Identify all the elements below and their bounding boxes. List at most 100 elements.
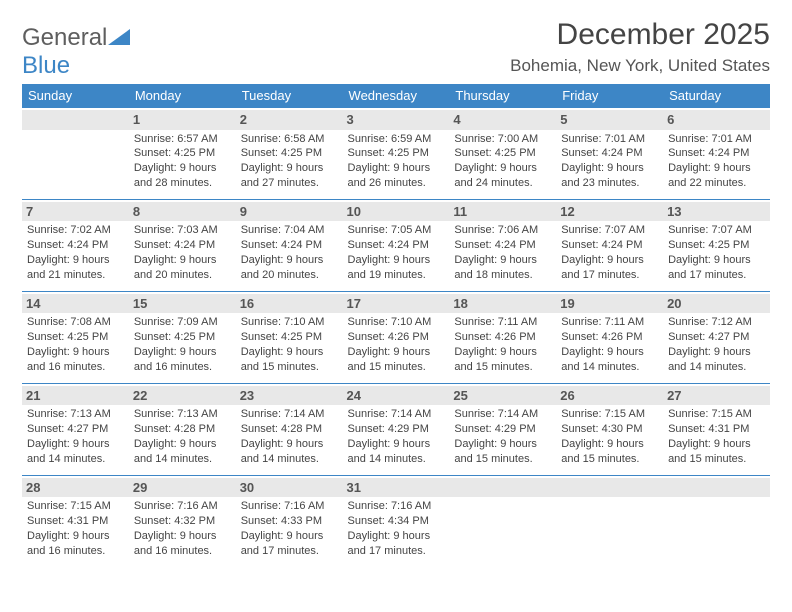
logo-triangle-icon bbox=[108, 29, 130, 45]
daylight-text: Daylight: 9 hours and 15 minutes. bbox=[241, 345, 338, 375]
sunset-text: Sunset: 4:24 PM bbox=[668, 146, 765, 161]
sunrise-text: Sunrise: 7:01 AM bbox=[668, 132, 765, 147]
day-header: Tuesday bbox=[236, 84, 343, 108]
sunset-text: Sunset: 4:28 PM bbox=[134, 422, 231, 437]
daylight-text: Daylight: 9 hours and 21 minutes. bbox=[27, 253, 124, 283]
calendar-day-cell: 18Sunrise: 7:11 AMSunset: 4:26 PMDayligh… bbox=[449, 291, 556, 383]
sunrise-text: Sunrise: 7:07 AM bbox=[561, 223, 658, 238]
calendar-day-cell: 29Sunrise: 7:16 AMSunset: 4:32 PMDayligh… bbox=[129, 475, 236, 566]
sunrise-text: Sunrise: 7:08 AM bbox=[27, 315, 124, 330]
calendar-day-cell: 16Sunrise: 7:10 AMSunset: 4:25 PMDayligh… bbox=[236, 291, 343, 383]
sunrise-text: Sunrise: 7:03 AM bbox=[134, 223, 231, 238]
calendar-day-cell: 1Sunrise: 6:57 AMSunset: 4:25 PMDaylight… bbox=[129, 108, 236, 200]
calendar-day-cell: 20Sunrise: 7:12 AMSunset: 4:27 PMDayligh… bbox=[663, 291, 770, 383]
calendar-table: Sunday Monday Tuesday Wednesday Thursday… bbox=[22, 84, 770, 567]
day-number: 28 bbox=[22, 478, 129, 498]
sunset-text: Sunset: 4:25 PM bbox=[241, 146, 338, 161]
calendar-day-cell: 8Sunrise: 7:03 AMSunset: 4:24 PMDaylight… bbox=[129, 199, 236, 291]
day-number: 6 bbox=[663, 110, 770, 130]
calendar-day-cell: 3Sunrise: 6:59 AMSunset: 4:25 PMDaylight… bbox=[343, 108, 450, 200]
day-number: 13 bbox=[663, 202, 770, 222]
sunrise-text: Sunrise: 7:04 AM bbox=[241, 223, 338, 238]
daylight-text: Daylight: 9 hours and 20 minutes. bbox=[241, 253, 338, 283]
sunrise-text: Sunrise: 7:09 AM bbox=[134, 315, 231, 330]
day-header-row: Sunday Monday Tuesday Wednesday Thursday… bbox=[22, 84, 770, 108]
sunset-text: Sunset: 4:31 PM bbox=[668, 422, 765, 437]
daylight-text: Daylight: 9 hours and 15 minutes. bbox=[668, 437, 765, 467]
sunset-text: Sunset: 4:29 PM bbox=[348, 422, 445, 437]
day-header: Friday bbox=[556, 84, 663, 108]
sunrise-text: Sunrise: 7:10 AM bbox=[348, 315, 445, 330]
calendar-week-row: 21Sunrise: 7:13 AMSunset: 4:27 PMDayligh… bbox=[22, 383, 770, 475]
sunrise-text: Sunrise: 7:10 AM bbox=[241, 315, 338, 330]
sunrise-text: Sunrise: 7:01 AM bbox=[561, 132, 658, 147]
sunrise-text: Sunrise: 7:15 AM bbox=[27, 499, 124, 514]
daylight-text: Daylight: 9 hours and 16 minutes. bbox=[27, 345, 124, 375]
sunrise-text: Sunrise: 7:06 AM bbox=[454, 223, 551, 238]
calendar-week-row: 7Sunrise: 7:02 AMSunset: 4:24 PMDaylight… bbox=[22, 199, 770, 291]
day-number: 1 bbox=[129, 110, 236, 130]
daylight-text: Daylight: 9 hours and 28 minutes. bbox=[134, 161, 231, 191]
daylight-text: Daylight: 9 hours and 15 minutes. bbox=[561, 437, 658, 467]
calendar-day-cell: 13Sunrise: 7:07 AMSunset: 4:25 PMDayligh… bbox=[663, 199, 770, 291]
empty-day bbox=[556, 478, 663, 498]
calendar-day-cell: 22Sunrise: 7:13 AMSunset: 4:28 PMDayligh… bbox=[129, 383, 236, 475]
day-header: Monday bbox=[129, 84, 236, 108]
sunset-text: Sunset: 4:25 PM bbox=[241, 330, 338, 345]
month-title: December 2025 bbox=[510, 18, 770, 52]
day-number: 10 bbox=[343, 202, 450, 222]
calendar-day-cell bbox=[22, 108, 129, 200]
calendar-day-cell: 28Sunrise: 7:15 AMSunset: 4:31 PMDayligh… bbox=[22, 475, 129, 566]
day-number: 15 bbox=[129, 294, 236, 314]
sunset-text: Sunset: 4:26 PM bbox=[454, 330, 551, 345]
sunset-text: Sunset: 4:32 PM bbox=[134, 514, 231, 529]
sunset-text: Sunset: 4:25 PM bbox=[668, 238, 765, 253]
day-number: 23 bbox=[236, 386, 343, 406]
day-number: 5 bbox=[556, 110, 663, 130]
sunrise-text: Sunrise: 7:14 AM bbox=[241, 407, 338, 422]
sunrise-text: Sunrise: 7:14 AM bbox=[454, 407, 551, 422]
calendar-week-row: 1Sunrise: 6:57 AMSunset: 4:25 PMDaylight… bbox=[22, 108, 770, 200]
sunset-text: Sunset: 4:27 PM bbox=[668, 330, 765, 345]
sunset-text: Sunset: 4:24 PM bbox=[561, 146, 658, 161]
calendar-day-cell: 15Sunrise: 7:09 AMSunset: 4:25 PMDayligh… bbox=[129, 291, 236, 383]
calendar-day-cell: 4Sunrise: 7:00 AMSunset: 4:25 PMDaylight… bbox=[449, 108, 556, 200]
day-number: 12 bbox=[556, 202, 663, 222]
day-number: 26 bbox=[556, 386, 663, 406]
calendar-day-cell bbox=[449, 475, 556, 566]
sunrise-text: Sunrise: 7:16 AM bbox=[348, 499, 445, 514]
calendar-day-cell bbox=[556, 475, 663, 566]
day-number: 11 bbox=[449, 202, 556, 222]
sunrise-text: Sunrise: 7:00 AM bbox=[454, 132, 551, 147]
sunrise-text: Sunrise: 7:15 AM bbox=[668, 407, 765, 422]
day-number: 30 bbox=[236, 478, 343, 498]
day-number: 17 bbox=[343, 294, 450, 314]
calendar-day-cell: 11Sunrise: 7:06 AMSunset: 4:24 PMDayligh… bbox=[449, 199, 556, 291]
calendar-day-cell: 7Sunrise: 7:02 AMSunset: 4:24 PMDaylight… bbox=[22, 199, 129, 291]
calendar-day-cell: 23Sunrise: 7:14 AMSunset: 4:28 PMDayligh… bbox=[236, 383, 343, 475]
daylight-text: Daylight: 9 hours and 14 minutes. bbox=[668, 345, 765, 375]
day-number: 2 bbox=[236, 110, 343, 130]
daylight-text: Daylight: 9 hours and 17 minutes. bbox=[668, 253, 765, 283]
sunset-text: Sunset: 4:31 PM bbox=[27, 514, 124, 529]
sunrise-text: Sunrise: 7:13 AM bbox=[27, 407, 124, 422]
daylight-text: Daylight: 9 hours and 17 minutes. bbox=[561, 253, 658, 283]
calendar-day-cell: 14Sunrise: 7:08 AMSunset: 4:25 PMDayligh… bbox=[22, 291, 129, 383]
daylight-text: Daylight: 9 hours and 27 minutes. bbox=[241, 161, 338, 191]
sunset-text: Sunset: 4:25 PM bbox=[134, 330, 231, 345]
sunrise-text: Sunrise: 7:13 AM bbox=[134, 407, 231, 422]
calendar-day-cell: 30Sunrise: 7:16 AMSunset: 4:33 PMDayligh… bbox=[236, 475, 343, 566]
sunrise-text: Sunrise: 7:16 AM bbox=[134, 499, 231, 514]
day-header: Thursday bbox=[449, 84, 556, 108]
daylight-text: Daylight: 9 hours and 18 minutes. bbox=[454, 253, 551, 283]
sunset-text: Sunset: 4:26 PM bbox=[348, 330, 445, 345]
calendar-day-cell: 24Sunrise: 7:14 AMSunset: 4:29 PMDayligh… bbox=[343, 383, 450, 475]
daylight-text: Daylight: 9 hours and 23 minutes. bbox=[561, 161, 658, 191]
day-number: 22 bbox=[129, 386, 236, 406]
daylight-text: Daylight: 9 hours and 16 minutes. bbox=[27, 529, 124, 559]
calendar-week-row: 14Sunrise: 7:08 AMSunset: 4:25 PMDayligh… bbox=[22, 291, 770, 383]
calendar-day-cell: 6Sunrise: 7:01 AMSunset: 4:24 PMDaylight… bbox=[663, 108, 770, 200]
daylight-text: Daylight: 9 hours and 19 minutes. bbox=[348, 253, 445, 283]
day-number: 9 bbox=[236, 202, 343, 222]
sunset-text: Sunset: 4:24 PM bbox=[454, 238, 551, 253]
